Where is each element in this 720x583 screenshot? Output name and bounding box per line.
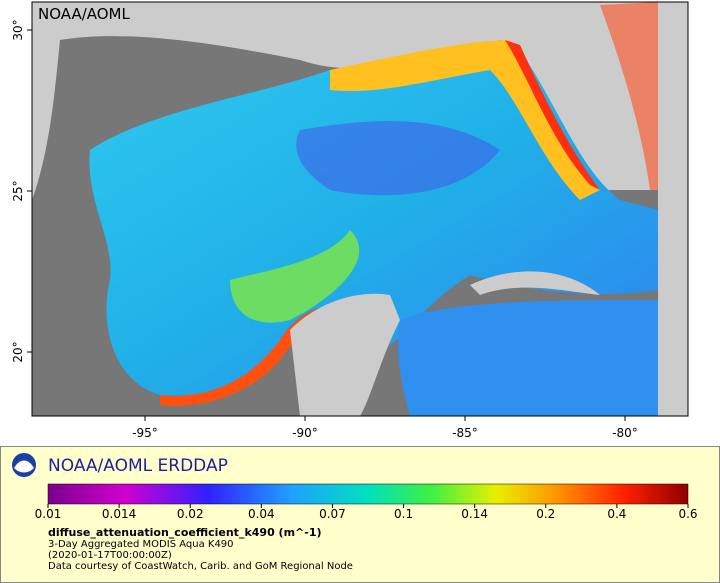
colorbar-tick-label: 0.4 (607, 507, 626, 521)
description-line: (2020-01-17T00:00:00Z) (48, 550, 172, 561)
noaa-logo (14, 460, 34, 473)
colorbar-tick-label: 0.6 (678, 507, 697, 521)
coastal-turbidity (330, 40, 600, 200)
colorbar (47, 483, 689, 505)
colorbar-tick-label: 0.04 (248, 507, 275, 521)
ocean-color (89, 50, 659, 396)
colorbar-tick-label: 0.2 (536, 507, 555, 521)
colorbar-tick-label: 0.01 (35, 507, 62, 521)
lon-tick-label: -85° (452, 426, 478, 440)
land (470, 271, 600, 295)
legend-panel (0, 446, 720, 583)
colorbar-tick-label: 0.07 (319, 507, 346, 521)
description-line: 3-Day Aggregated MODIS Aqua K490 (48, 539, 234, 550)
colorbar-tick-label: 0.1 (394, 507, 413, 521)
colorbar-tick-label: 0.014 (102, 507, 136, 521)
lat-tick-label: 30° (11, 19, 25, 40)
land (290, 293, 400, 416)
lon-tick-label: -90° (292, 426, 318, 440)
coastal-turbidity (505, 40, 600, 190)
lat-tick-label: 25° (11, 180, 25, 201)
coastal-turbidity (600, 2, 658, 190)
colorbar-tick-label: 0.14 (461, 507, 488, 521)
ocean-color (398, 300, 658, 416)
lat-tick-label: 20° (11, 341, 25, 362)
colorbar-tick-label: 0.02 (177, 507, 204, 521)
description-line: Data courtesy of CoastWatch, Carib. and … (48, 561, 353, 572)
lon-tick-label: -80° (612, 426, 638, 440)
ocean-color (230, 230, 360, 323)
legend-title: NOAA/AOML ERDDAP (48, 456, 228, 476)
watermark: NOAA/AOML (38, 5, 131, 23)
map-frame (31, 1, 689, 417)
coastal-turbidity (160, 303, 360, 406)
ocean-color (296, 121, 500, 196)
variable-name: diffuse_attenuation_coefficient_k490 (m^… (48, 526, 322, 539)
lon-tick-label: -95° (132, 426, 158, 440)
